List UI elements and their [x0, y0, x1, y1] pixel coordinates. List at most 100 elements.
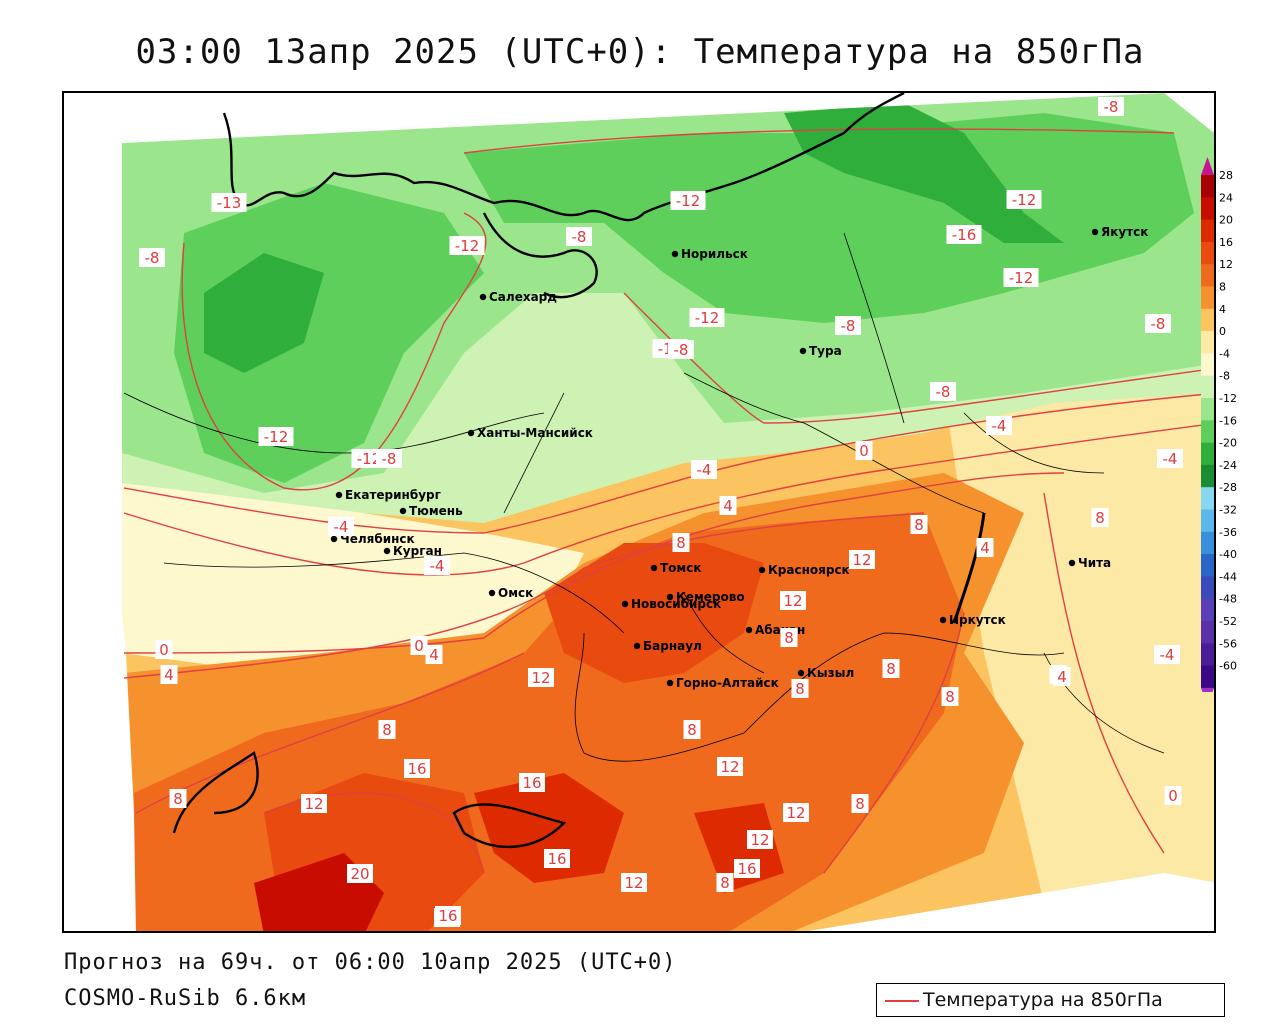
- isotherm-label: 16: [435, 906, 461, 925]
- forecast-info: Прогноз на 69ч. от 06:00 10апр 2025 (UTC…: [64, 950, 677, 975]
- isotherm-label: -4: [1157, 449, 1183, 468]
- isotherm-label: 8: [169, 789, 187, 808]
- svg-text:-8: -8: [841, 317, 856, 335]
- city-label: Томск: [660, 561, 702, 575]
- svg-text:-12: -12: [1012, 191, 1037, 209]
- isotherm-label: 8: [910, 515, 928, 534]
- svg-text:-12: -12: [455, 237, 480, 255]
- isotherm-label: -12: [670, 191, 706, 210]
- isotherm-label: -12: [449, 236, 485, 255]
- isotherm-label: -8: [835, 316, 861, 335]
- svg-text:8: 8: [687, 721, 697, 739]
- isotherm-label: 8: [378, 720, 396, 739]
- colorbar-segment: [1201, 308, 1214, 332]
- legend: Температура на 850гПа: [876, 983, 1225, 1017]
- city-dot: [399, 507, 407, 515]
- isotherm-label: 8: [716, 873, 734, 892]
- isotherm-label: 12: [747, 830, 773, 849]
- svg-text:8: 8: [1095, 509, 1105, 527]
- city-dot: [383, 547, 391, 555]
- city-label: Кемерово: [676, 590, 745, 604]
- svg-text:-13: -13: [217, 194, 242, 212]
- colorbar-tick-label: -36: [1219, 526, 1237, 539]
- svg-text:-8: -8: [1104, 98, 1119, 116]
- city-label: Омск: [498, 586, 533, 600]
- city-label: Ханты-Мансийск: [477, 426, 593, 440]
- svg-text:4: 4: [980, 539, 990, 557]
- svg-text:8: 8: [886, 660, 896, 678]
- isotherm-label: -8: [139, 248, 165, 267]
- svg-text:12: 12: [750, 831, 769, 849]
- city-dot: [488, 589, 496, 597]
- isotherm-label: -4: [986, 416, 1012, 435]
- colorbar-segment: [1201, 464, 1214, 488]
- city-label: Норильск: [681, 247, 748, 261]
- svg-text:-4: -4: [430, 557, 445, 575]
- isotherm-label: -8: [668, 340, 694, 359]
- isotherm-label: -12: [1006, 190, 1042, 209]
- colorbar-tick-label: -60: [1219, 660, 1237, 673]
- isotherm-label: 4: [160, 665, 178, 684]
- city-dot: [666, 593, 674, 601]
- svg-text:16: 16: [407, 760, 426, 778]
- colorbar-segment: [1201, 264, 1214, 287]
- colorbar-segment: [1201, 665, 1214, 689]
- city-label: Новосибирск: [631, 597, 721, 611]
- city-label: Курган: [393, 544, 442, 558]
- colorbar-segment: [1201, 241, 1214, 265]
- svg-text:0: 0: [159, 641, 169, 659]
- svg-text:-4: -4: [1160, 646, 1175, 664]
- isotherm-label: 12: [717, 757, 743, 776]
- colorbar-segment: [1201, 331, 1214, 354]
- isotherm-label: 16: [519, 773, 545, 792]
- colorbar-tick-label: -4: [1219, 347, 1230, 360]
- colorbar-tick-label: -8: [1219, 370, 1230, 383]
- city-dot: [330, 535, 338, 543]
- city-dot: [1068, 559, 1076, 567]
- isotherm-label: 12: [621, 873, 647, 892]
- city-label: Якутск: [1101, 225, 1148, 239]
- colorbar-segment: [1201, 621, 1214, 644]
- city-label: Горно-Алтайск: [676, 676, 779, 690]
- svg-text:-8: -8: [145, 249, 160, 267]
- isotherm-label: -4: [691, 460, 717, 479]
- city-label: Челябинск: [340, 532, 415, 546]
- svg-text:-12: -12: [695, 309, 720, 327]
- isotherm-label: 8: [780, 628, 798, 647]
- colorbar-segment: [1201, 554, 1214, 577]
- svg-text:8: 8: [855, 795, 865, 813]
- svg-text:-4: -4: [1163, 450, 1178, 468]
- svg-text:12: 12: [304, 795, 323, 813]
- colorbar-tick-label: 8: [1219, 281, 1226, 294]
- isotherm-label: 16: [734, 859, 760, 878]
- city-dot: [1091, 228, 1099, 236]
- colorbar-bottom-arrow: [1201, 687, 1214, 692]
- colorbar-segment: [1201, 197, 1214, 221]
- city-dot: [797, 669, 805, 677]
- city-dot: [335, 491, 343, 499]
- colorbar-tick-label: 12: [1219, 258, 1233, 271]
- colorbar-segment: [1201, 442, 1214, 466]
- isotherm-label: 20: [347, 864, 373, 883]
- colorbar-segment: [1201, 175, 1214, 198]
- city-dot: [939, 616, 947, 624]
- isotherm-label: 12: [849, 550, 875, 569]
- colorbar-segment: [1201, 487, 1214, 510]
- isotherm-label: 4: [719, 496, 737, 515]
- isotherm-label: 16: [404, 759, 430, 778]
- svg-text:4: 4: [1057, 668, 1067, 686]
- svg-text:-4: -4: [992, 417, 1007, 435]
- svg-text:12: 12: [852, 551, 871, 569]
- svg-text:0: 0: [414, 637, 424, 655]
- colorbar-tick-label: -52: [1219, 615, 1237, 628]
- city-label: Чита: [1078, 556, 1111, 570]
- svg-text:16: 16: [522, 774, 541, 792]
- svg-text:0: 0: [859, 442, 869, 460]
- isotherm-label: 16: [544, 849, 570, 868]
- svg-text:8: 8: [795, 680, 805, 698]
- svg-text:8: 8: [945, 688, 955, 706]
- colorbar-segment: [1201, 576, 1214, 600]
- isotherm-label: 8: [882, 659, 900, 678]
- colorbar-top-arrow: [1201, 157, 1214, 175]
- city-label: Тура: [809, 344, 842, 358]
